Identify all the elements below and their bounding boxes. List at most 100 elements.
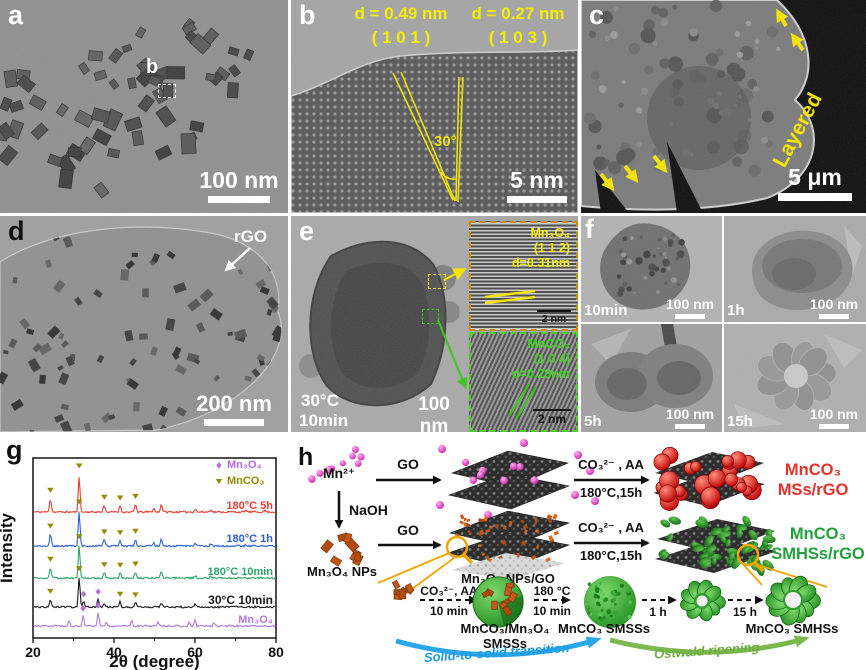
lattice-mark [508, 383, 537, 420]
mnco3-peak-marker [76, 534, 83, 540]
lattice-mark [484, 289, 536, 305]
trace-label: 180°C 10min [207, 566, 273, 578]
synthesis-schematic: h Mn²⁺ GO CO₃²⁻ , AA 180°C,15h [298, 439, 865, 665]
mnco3-peak-marker [47, 588, 54, 594]
plane-2: ( 1 0 3 ) [488, 28, 548, 47]
x-tick-label: 80 [268, 644, 284, 660]
product-top-line2: MSs/rGO [778, 481, 849, 499]
mnco3-peak-marker [76, 499, 83, 505]
scale-bar-line [204, 419, 264, 426]
ostwald-label: Ostwald ripening [654, 639, 760, 661]
smss-label: MnCO₃ SMSSs [558, 621, 650, 636]
arrow-top-conditions: 180°C,15h [580, 485, 642, 500]
x-tick-label: 20 [25, 644, 41, 660]
naoh-label: NaOH [349, 502, 388, 518]
trace-label: 30°C 10min [208, 593, 273, 607]
mix-smss-label-2: SMSSs [483, 636, 527, 651]
panel-c: c Layered 5 μm [581, 0, 866, 213]
tem-image-a [0, 0, 288, 213]
panel-g: 20 40 60 80 2θ (degree) Intensity 180°C 5h 180°… [0, 435, 290, 670]
mn-ion-label: Mn²⁺ [323, 465, 355, 481]
go-sheet-with-ions [436, 439, 599, 519]
scale-bar: 100 nm [806, 406, 862, 429]
xrd-chart: 20 40 60 80 2θ (degree) Intensity 180°C 5h 180°… [0, 457, 284, 670]
mnco3-ms-rgo-graphic [653, 446, 765, 511]
mnco3-peak-marker [116, 495, 124, 501]
x-tick-label: 60 [187, 644, 203, 660]
mn3o4-peak-marker [81, 590, 87, 598]
region-b-box [158, 84, 176, 98]
step4-time: 15 h [733, 605, 757, 619]
xrd-trace [33, 578, 276, 609]
scale-bar-text: 5 μm [788, 164, 842, 190]
mn3o4-np-cluster [320, 532, 364, 567]
inset-scale-bar: 2 nm [533, 409, 571, 426]
trace-label: Mn₃O₄ [238, 614, 273, 626]
panel-label-h: h [298, 443, 313, 471]
inset-mnco3: MnCO₃ (1 0 4) d=0.28nm 2 nm [469, 332, 578, 432]
dspacing-1: d = 0.49 nm [354, 4, 448, 23]
legend-label-mn3o4: Mn₃O₄ [227, 459, 262, 471]
magnifier-2 [736, 543, 828, 588]
tile-time: 15h [727, 412, 753, 430]
step1-time: 10 min [430, 604, 468, 618]
panel-f: f 10min 100 nm 1h 100 nm [581, 216, 866, 432]
region-b-label: b [146, 56, 159, 78]
scale-bar: 100 nm [403, 394, 465, 432]
scale-bar: 100 nm [196, 167, 282, 203]
inset-mn3o4: Mn₃O₄ (1 1 2) d=0.31nm 2 nm [469, 221, 578, 331]
arrow-top-reagents: CO₃²⁻ , AA [578, 457, 644, 472]
scale-bar: 100 nm [662, 406, 718, 429]
scale-bar-line [778, 193, 852, 201]
xrd-trace [33, 477, 276, 514]
xrd-trace [33, 545, 276, 580]
trace-label: 180°C 5h [226, 500, 273, 512]
mnco3-mn3o4-smss-graphic [472, 576, 524, 628]
panel-e: e 30°C 10min 100 nm Mn₃O₄ (1 1 2) d=0.31… [291, 216, 578, 432]
mnco3-peak-marker [132, 528, 139, 534]
scale-bar: 200 nm [188, 391, 280, 426]
plane-1: ( 1 0 1 ) [371, 28, 431, 47]
xrd-trace [33, 612, 276, 629]
panel-label-c: c [589, 0, 605, 30]
mnco3-peak-marker [132, 592, 139, 598]
go-label-2: GO [397, 522, 419, 538]
ostwald-arrow [609, 635, 810, 655]
tile-time: 5h [584, 412, 602, 430]
roi-box-mn3o4 [428, 274, 446, 289]
scale-bar: 5 nm [504, 167, 570, 203]
inset-dspacing: d=0.28nm [511, 367, 570, 381]
inset-plane: (1 1 2) [533, 241, 570, 255]
product-mid-line1: MnCO₃ [790, 525, 846, 543]
inset-scale-bar: 2 nm [537, 310, 571, 325]
arrow-mid-conditions: 180°C,15h [580, 548, 642, 563]
scale-bar: 100 nm [662, 296, 718, 319]
x-axis-label: 2θ (degree) [109, 652, 199, 670]
panel-label-g: g [6, 435, 23, 465]
mnco3-peak-marker [116, 591, 124, 597]
mn3o4-nps-label: Mn₃O₄ NPs [307, 564, 377, 579]
mnco3-peak-marker [47, 487, 54, 493]
mn3o4-nps-go-graphic [446, 510, 571, 580]
inset-mnco3-text: MnCO₃ (1 0 4) d=0.28nm [512, 337, 570, 382]
xrd-trace [33, 512, 276, 549]
step1-reagents: CO₃²⁻, AA [420, 584, 478, 598]
scale-bar-text: 5 nm [510, 167, 564, 193]
mnco3-peak-marker [101, 494, 108, 500]
legend-label-mnco3: MnCO₃ [227, 475, 264, 487]
mnco3-peak-marker [47, 523, 54, 529]
product-top-line1: MnCO₃ [785, 461, 841, 479]
step3-time: 1 h [649, 605, 666, 619]
smhs-label: MnCO₃ SMHSs [746, 621, 839, 636]
panel-label-d: d [8, 216, 25, 246]
mnco3-peak-marker [76, 463, 83, 469]
scale-bar-line [208, 196, 270, 203]
panel-label-b: b [299, 0, 316, 30]
trace-label: 180°C 1h [226, 533, 273, 545]
scale-bar-line [507, 196, 567, 203]
scale-bar-text: 100 nm [418, 394, 450, 432]
tile-time: 10min [584, 301, 628, 319]
tem-tile-10min: f 10min 100 nm [581, 216, 722, 322]
legend-marker-mnco3 [215, 479, 223, 484]
